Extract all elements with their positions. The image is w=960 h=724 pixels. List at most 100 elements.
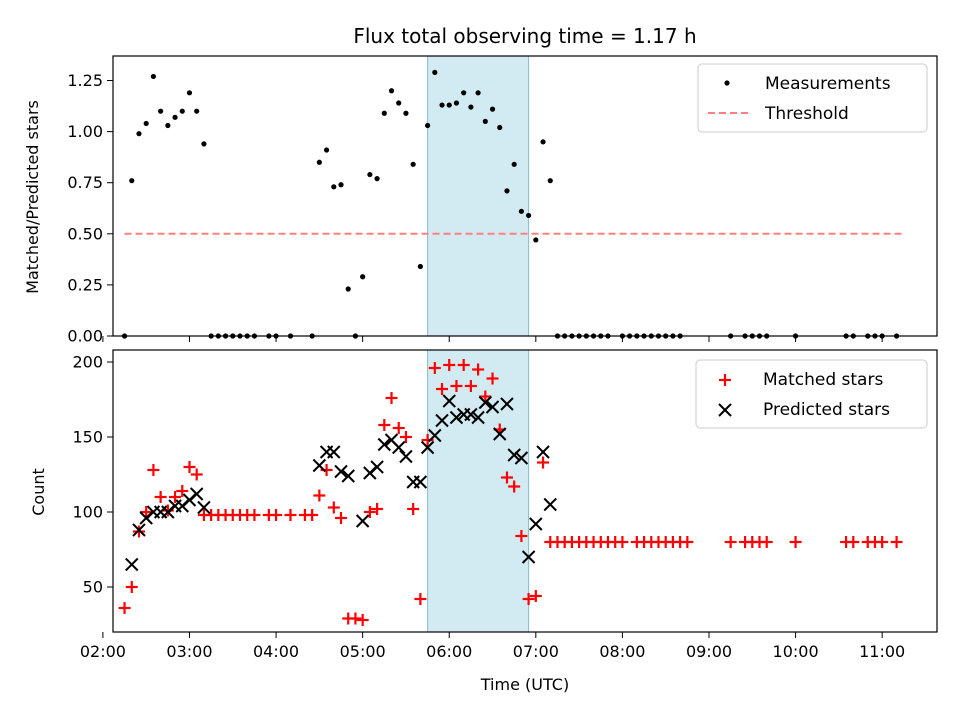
predicted-star-point [529,517,543,531]
measurement-point [172,114,178,120]
measurement-point [338,182,344,188]
legend-measurements-marker [724,80,730,86]
legend-threshold-label: Threshold [764,104,849,124]
measurement-point [432,69,438,75]
bottom-y-tick-label: 100 [72,503,103,522]
predicted-stars-points [125,394,557,572]
matched-star-point [500,471,513,484]
predicted-star-point [355,514,370,528]
measurement-point [482,118,488,125]
matched-star-point [140,506,153,518]
matched-star-point [414,593,427,605]
matched-star-point [457,359,470,371]
x-tick-label: 10:00 [773,642,819,661]
legend-predicted-marker [718,403,732,417]
bottom-y-tick-label: 150 [72,428,103,447]
top-highlight-span [427,55,530,337]
bottom-x-ticks: 02:00 03:00 04:00 05:00 06:00 07:00 08:00 09:00… [80,632,905,661]
measurement-point [504,188,510,194]
measurement-point [331,184,337,190]
top-y-tick-label: 0.75 [67,173,103,192]
matched-star-point [385,392,398,404]
x-tick-label: 08:00 [599,642,645,661]
matched-star-point [270,509,283,521]
top-panel: 0.00 0.25 0.50 0.75 1.00 1.25 Flux total obse… [23,24,938,346]
measurement-point [165,122,171,129]
predicted-star-point [478,395,493,410]
measurement-point [194,108,200,114]
matched-star-point [169,491,182,503]
predicted-star-point [413,475,428,489]
measurement-point [150,73,157,80]
measurement-point [489,106,496,112]
matched-star-point [284,509,297,521]
matched-star-point [464,380,477,392]
matched-star-point [479,390,492,403]
measurement-point [345,286,351,292]
matched-star-point [616,536,629,548]
matched-star-point [154,491,167,503]
matched-star-point [313,489,326,502]
matched-star-point [335,512,348,524]
legend-matched-marker [719,374,731,386]
measurement-point [323,147,330,153]
predicted-star-point [341,469,355,483]
measurement-point [158,108,164,114]
predicted-star-point [485,400,500,414]
measurement-point [374,176,380,182]
matched-star-point [125,581,138,593]
matched-star-point [349,612,362,625]
top-y-axis-label: Matched/Predicted stars [23,100,42,294]
legend-measurements-label: Measurements [765,74,891,94]
matched-star-point [724,536,737,548]
legend-predicted-label: Predicted stars [763,400,890,420]
measurement-point [526,212,532,219]
matched-star-point [789,536,802,548]
predicted-star-point [442,394,456,408]
predicted-star-point [392,440,406,455]
measurement-point [475,90,481,96]
top-y-tick-label: 0.00 [67,327,103,346]
measurement-point [381,110,387,116]
matched-star-point [378,419,391,431]
measurement-point [533,237,539,243]
matched-star-point [132,525,145,538]
matched-star-point [436,383,449,395]
bottom-y-tick-label: 200 [72,353,103,372]
top-y-tick-label: 1.00 [67,122,103,141]
predicted-star-point [399,449,413,464]
x-tick-label: 09:00 [686,642,732,661]
matched-stars-points [118,359,903,626]
measurement-point [417,263,423,270]
matched-star-point [450,380,463,392]
matched-star-point [681,536,694,548]
matched-star-point [472,363,485,376]
bottom-y-axis-label: Count [29,468,48,516]
measurement-point [453,100,460,106]
bottom-legend: Matched stars Predicted stars [695,359,928,429]
predicted-star-point [507,448,521,462]
measurement-point [136,131,142,137]
matched-star-point [327,501,340,514]
predicted-star-point [132,523,146,537]
x-tick-label: 07:00 [513,642,559,661]
predicted-star-point [327,445,341,459]
measurement-point [367,171,373,178]
predicted-star-point [370,460,384,474]
x-tick-label: 05:00 [340,642,386,661]
measurement-point [143,120,149,127]
matched-star-point [190,468,203,481]
matched-star-point [147,464,160,476]
predicted-star-point [377,437,392,452]
matched-star-point [760,536,773,548]
predicted-star-point [420,440,435,455]
matched-star-point [890,536,903,548]
top-y-tick-label: 0.25 [67,275,103,294]
matched-star-point [183,461,196,473]
measurement-point [360,274,366,280]
predicted-star-point [428,428,442,443]
top-y-tick-label: 0.50 [67,224,103,243]
matched-star-point [529,590,542,602]
predicted-star-point [521,550,536,564]
